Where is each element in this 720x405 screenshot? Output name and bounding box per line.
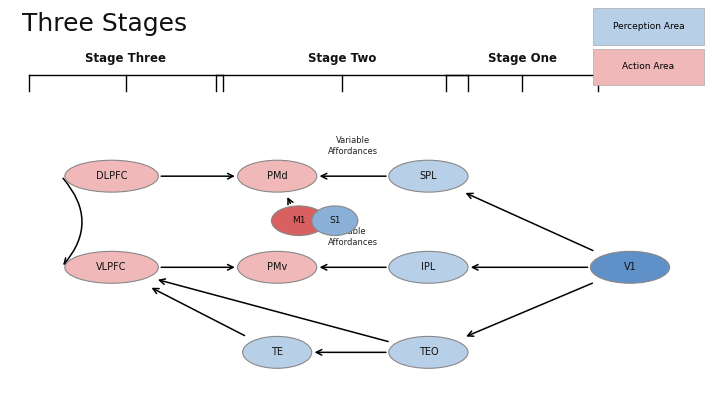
Ellipse shape: [271, 206, 326, 236]
Text: Stage One: Stage One: [487, 52, 557, 65]
Text: Stable
Affordances: Stable Affordances: [328, 227, 378, 247]
Text: Stage Two: Stage Two: [308, 52, 376, 65]
Text: PMd: PMd: [267, 171, 287, 181]
Ellipse shape: [389, 337, 468, 368]
FancyBboxPatch shape: [593, 49, 704, 85]
Text: IPL: IPL: [421, 262, 436, 272]
Text: S1: S1: [329, 216, 341, 225]
Text: TEO: TEO: [418, 347, 438, 357]
Text: M1: M1: [292, 216, 305, 225]
Text: SPL: SPL: [420, 171, 437, 181]
Ellipse shape: [389, 252, 468, 283]
Ellipse shape: [243, 337, 312, 368]
Ellipse shape: [238, 160, 317, 192]
FancyBboxPatch shape: [593, 8, 704, 45]
Ellipse shape: [590, 252, 670, 283]
Text: TE: TE: [271, 347, 283, 357]
Text: V1: V1: [624, 262, 636, 272]
Text: Stage Three: Stage Three: [86, 52, 166, 65]
Text: Variable
Affordances: Variable Affordances: [328, 136, 378, 156]
Text: Action Area: Action Area: [622, 62, 675, 71]
Text: Perception Area: Perception Area: [613, 22, 684, 31]
Text: DLPFC: DLPFC: [96, 171, 127, 181]
Ellipse shape: [312, 206, 358, 236]
Ellipse shape: [238, 252, 317, 283]
Text: PMv: PMv: [267, 262, 287, 272]
Ellipse shape: [65, 160, 158, 192]
Ellipse shape: [389, 160, 468, 192]
Text: Three Stages: Three Stages: [22, 12, 186, 36]
Ellipse shape: [65, 252, 158, 283]
Text: VLPFC: VLPFC: [96, 262, 127, 272]
Text: Color Key: Color Key: [624, 10, 673, 20]
